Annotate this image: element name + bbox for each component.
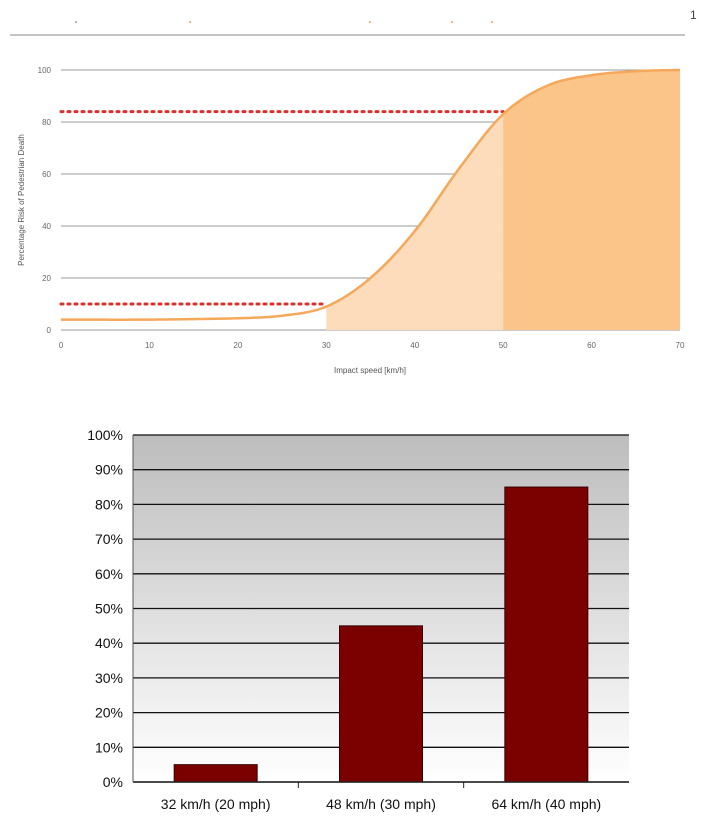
risk-curve-line — [60, 68, 681, 321]
shaded-region — [326, 114, 504, 330]
y-tick-label: 30% — [95, 670, 123, 686]
x-tick-labels: 0 10 20 30 40 50 60 70 — [59, 341, 685, 350]
y-axis-label: Percentage Risk of Pedestrian Death — [17, 134, 26, 266]
x-tick-label: 48 km/h (30 mph) — [326, 796, 436, 812]
x-tick-label: 60 — [587, 341, 596, 350]
y-tick-labels: 0 20 40 60 80 100 — [38, 66, 52, 335]
x-tick-label: 32 km/h (20 mph) — [161, 796, 271, 812]
y-tick-label: 50% — [95, 601, 123, 617]
y-tick-label: 0% — [103, 774, 123, 790]
x-tick-label: 10 — [145, 341, 154, 350]
bar — [339, 625, 423, 783]
x-tick-label: 70 — [676, 341, 685, 350]
risk-curve-chart: 0 20 40 60 80 100 0 10 20 30 40 50 60 70 Impact spee… — [10, 21, 685, 375]
y-tick-label: 10% — [95, 739, 123, 755]
x-axis-label: Impact speed [km/h] — [334, 366, 406, 375]
y-tick-label: 100% — [87, 427, 123, 443]
corner-mark: 1 — [690, 8, 697, 22]
x-tick-label: 40 — [410, 341, 419, 350]
x-tick-label: 30 — [322, 341, 331, 350]
header-marks — [75, 21, 493, 23]
x-tick-labels: 32 km/h (20 mph) 48 km/h (30 mph) 64 km/h … — [161, 782, 601, 812]
reference-lines — [59, 110, 505, 306]
y-tick-label: 20 — [42, 274, 51, 283]
y-tick-label: 100 — [38, 66, 52, 75]
shaded-regions — [326, 70, 680, 330]
y-tick-label: 60% — [95, 566, 123, 582]
shaded-region — [503, 70, 680, 330]
bars — [173, 486, 589, 783]
y-tick-label: 0 — [47, 326, 52, 335]
x-tick-label: 0 — [59, 341, 64, 350]
bar — [504, 486, 589, 783]
x-tick-label: 50 — [499, 341, 508, 350]
y-tick-label: 40% — [95, 635, 123, 651]
x-tick-label: 64 km/h (40 mph) — [491, 796, 601, 812]
y-tick-label: 20% — [95, 705, 123, 721]
y-tick-label: 80% — [95, 496, 123, 512]
y-tick-label: 90% — [95, 462, 123, 478]
y-tick-label: 80 — [42, 118, 51, 127]
y-tick-label: 60 — [42, 170, 51, 179]
y-tick-label: 70% — [95, 531, 123, 547]
x-tick-label: 20 — [233, 341, 242, 350]
y-tick-labels: 0% 10% 20% 30% 40% 50% 60% 70% 80% 90% 100% — [87, 427, 123, 790]
bar — [173, 764, 258, 783]
y-tick-label: 40 — [42, 222, 51, 231]
